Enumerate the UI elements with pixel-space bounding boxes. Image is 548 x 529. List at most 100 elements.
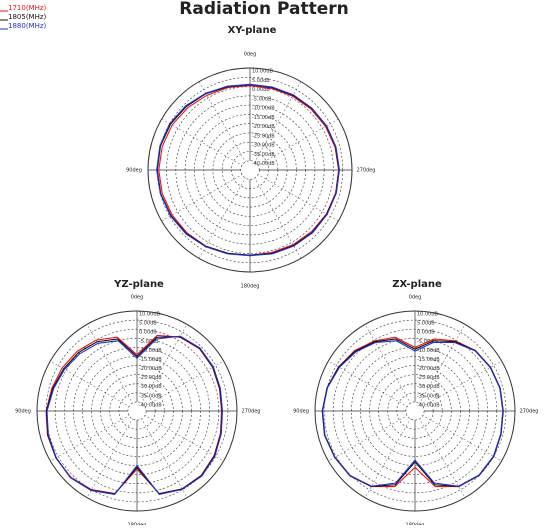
legend-label: 1880(MHz) [8,22,47,30]
legend-label: 1805(MHz) [8,13,47,21]
r-grid-ring [221,141,279,199]
r-grid-ring [118,392,156,430]
r-grid-ring [405,401,425,421]
spoke [161,118,251,171]
theta-tick-label: 180deg [241,284,260,290]
r-tick-label: -5.00dB [139,339,159,345]
legend-label: 1710(MHz) [8,4,47,12]
pattern-line [46,335,224,496]
theta-tick-label: 90deg [126,168,142,174]
r-grid-ring [156,76,344,264]
spoke [136,410,188,498]
r-grid-ring [360,356,470,466]
spoke [50,360,138,412]
r-tick-label: -30.00dB [417,384,440,390]
spoke [364,410,416,498]
pattern-line [322,340,504,487]
r-grid-ring [184,104,316,236]
r-grid-ring [369,365,461,457]
r-tick-label: -35.00dB [252,152,275,158]
r-tick-label: -20.00dB [417,366,440,372]
theta-tick-label: 270deg [242,409,261,415]
chart-title: XY-plane [228,25,277,36]
spoke [86,324,138,412]
r-tick-label: -40.00dB [139,402,162,408]
r-grid-ring [175,95,325,245]
r-tick-label: -15.00dB [252,115,275,121]
r-tick-label: -35.00dB [417,393,440,399]
r-tick-label: -30.00dB [252,143,275,149]
r-grid-ring [194,114,306,226]
theta-tick-label: 0deg [409,295,422,301]
r-tick-label: -25.00dB [139,375,162,381]
r-grid-ring [63,337,211,485]
r-grid-ring [387,383,443,439]
chart-title: ZX-plane [392,279,442,290]
r-tick-label: -15.00dB [139,357,162,363]
spoke [414,324,466,412]
r-tick-label: -20.00dB [252,124,275,130]
r-grid-ring [203,123,297,217]
spoke [249,169,339,222]
r-grid-ring [351,347,479,475]
spoke [249,118,339,171]
pattern-line [156,83,340,257]
r-tick-label: -25.00dB [417,375,440,381]
spoke [136,410,224,462]
spoke [328,410,416,462]
r-tick-label: 0.00dB [417,330,435,336]
r-tick-label: -10.00dB [417,348,440,354]
theta-tick-label: 90deg [293,409,309,415]
r-grid-ring [109,383,165,439]
spoke [136,360,224,412]
r-tick-label: 0.00dB [252,87,270,93]
spoke [414,410,466,498]
r-grid-ring [147,67,353,273]
r-grid-ring [396,392,434,430]
theta-tick-label: 0deg [244,52,257,58]
r-tick-label: 5.00dB [252,78,270,84]
r-tick-label: -5.00dB [252,96,272,102]
r-tick-label: 5.00dB [139,321,157,327]
r-tick-label: -25.00dB [252,133,275,139]
spoke [198,169,251,259]
r-grid-ring [36,310,238,512]
r-tick-label: -10.00dB [139,348,162,354]
theta-tick-label: 90deg [15,409,31,415]
r-grid-ring [73,347,201,475]
r-grid-ring [127,401,147,421]
r-grid-ring [100,374,174,448]
spoke [86,410,138,498]
spoke [161,169,251,222]
r-tick-label: -10.00dB [252,106,275,112]
r-grid-ring [54,328,220,494]
r-grid-ring [212,132,288,208]
r-tick-label: 10.00dB [417,312,438,318]
r-tick-label: -35.00dB [139,393,162,399]
r-tick-label: 10.00dB [139,312,160,318]
r-tick-label: 5.00dB [417,321,435,327]
page-title: Radiation Pattern [179,0,348,19]
r-tick-label: -15.00dB [417,357,440,363]
r-tick-label: -20.00dB [139,366,162,372]
r-grid-ring [240,160,260,180]
r-grid-ring [231,151,269,189]
spoke [364,324,416,412]
r-grid-ring [341,337,489,485]
r-grid-ring [323,319,507,503]
r-tick-label: 10.00dB [252,69,273,75]
spoke [50,410,138,462]
r-grid-ring [378,374,452,448]
spoke [414,360,502,412]
r-grid-ring [166,86,334,254]
spoke [198,81,251,171]
r-grid-ring [91,365,183,457]
r-tick-label: -40.00dB [417,402,440,408]
theta-tick-label: 270deg [357,168,376,174]
theta-tick-label: 270deg [520,409,539,415]
spoke [414,410,502,462]
theta-tick-label: 0deg [131,295,144,301]
chart-title: YZ-plane [113,279,164,290]
spoke [249,169,302,259]
r-grid-ring [314,310,516,512]
